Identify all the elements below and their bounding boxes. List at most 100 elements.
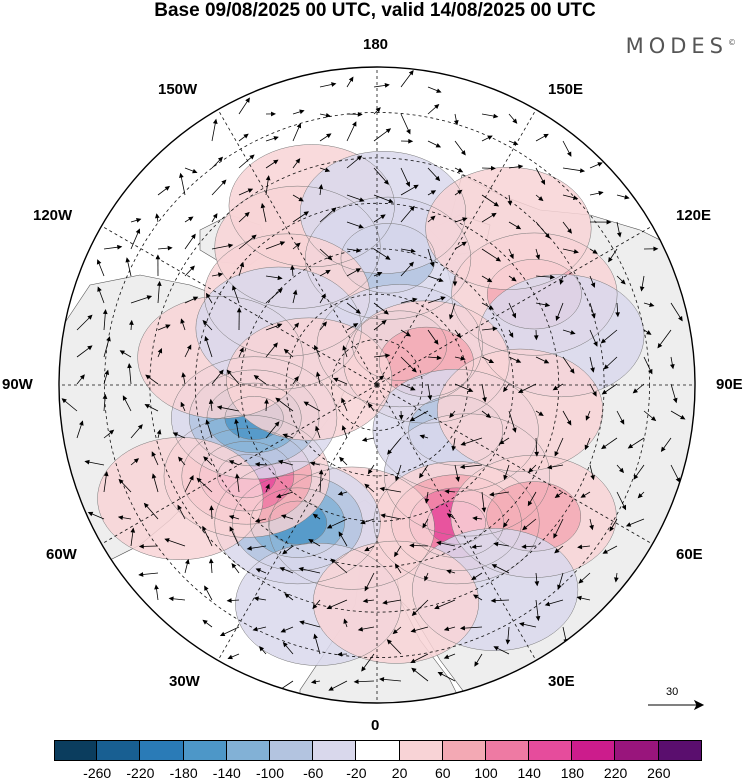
wind-arrow-head xyxy=(511,276,517,282)
anomaly-contour xyxy=(425,166,592,290)
wind-arrow-head xyxy=(202,619,208,625)
wind-arrow-head xyxy=(87,511,94,517)
wind-arrow-head xyxy=(493,113,499,119)
wind-arrow-head xyxy=(408,261,414,267)
anomaly-contour xyxy=(383,413,550,537)
anomaly-contour xyxy=(408,395,504,466)
wind-arrow-head xyxy=(127,363,132,369)
wind-arrow-head xyxy=(408,69,414,76)
wind-arrow-head xyxy=(493,201,500,207)
wind-arrow-head xyxy=(315,425,320,432)
wind-arrow-head xyxy=(593,341,598,347)
wind-arrow-head xyxy=(138,572,144,577)
wind-arrow-head xyxy=(538,411,544,416)
wind-arrow-head xyxy=(392,629,398,635)
lon-label-120e: 120E xyxy=(676,207,712,224)
wind-arrow-head xyxy=(165,324,171,329)
wind-arrow-head xyxy=(117,244,123,250)
wind-arrow-head xyxy=(446,513,453,519)
colorbar-tick-label: 180 xyxy=(560,765,585,781)
wind-arrow-head xyxy=(491,212,497,218)
wind-arrow-head xyxy=(606,219,612,225)
wind-arrow-head xyxy=(254,518,261,523)
wind-arrow-head xyxy=(572,195,579,200)
wind-arrow-head xyxy=(192,296,199,301)
wind-arrow-head xyxy=(102,393,108,399)
wind-arrow-head xyxy=(303,401,309,407)
wind-arrow-head xyxy=(580,493,586,498)
wind-arrow-head xyxy=(649,302,655,307)
anomaly-contour xyxy=(267,500,328,545)
wind-arrow-head xyxy=(471,575,477,581)
wind-arrow-head xyxy=(554,493,561,498)
wind-arrow-head xyxy=(380,214,386,220)
wind-arrow-head xyxy=(435,143,442,148)
colorbar-swatch xyxy=(226,740,270,761)
meridian-line xyxy=(376,384,537,661)
wind-arrow-head xyxy=(410,658,416,664)
anomaly-contour xyxy=(391,474,522,571)
wind-arrow-head xyxy=(283,348,290,354)
anomaly-patch xyxy=(437,349,603,472)
wind-arrow-head xyxy=(503,474,508,481)
wind-arrow-head xyxy=(678,316,683,322)
lon-label-60e: 60E xyxy=(676,546,703,563)
wind-arrow-head xyxy=(471,544,477,550)
wind-arrow-head xyxy=(84,459,90,465)
wind-arrow-head xyxy=(452,281,458,287)
wind-arrow-head xyxy=(318,184,324,190)
wind-arrow-head xyxy=(164,185,171,191)
wind-arrow-head xyxy=(330,558,336,564)
wind-arrow-head xyxy=(485,413,492,419)
meridian-line xyxy=(217,384,378,661)
wind-arrow-head xyxy=(650,416,657,422)
wind-arrow-head xyxy=(380,513,386,519)
wind-arrow-head xyxy=(205,292,211,299)
wind-arrow-head xyxy=(603,364,609,370)
wind-arrow-head xyxy=(234,418,239,424)
wind-arrow-head xyxy=(460,150,466,156)
wind-arrow-head xyxy=(186,344,192,350)
wind-arrow-head xyxy=(382,600,388,605)
wind-arrow-head xyxy=(217,272,224,278)
wind-vectors xyxy=(61,69,686,692)
wind-arrow-head xyxy=(511,312,517,319)
wind-arrow-head xyxy=(519,622,525,627)
wind-arrow-head xyxy=(280,514,287,519)
wind-arrow-head xyxy=(219,631,226,637)
wind-arrow-head xyxy=(247,188,254,193)
wind-arrow-head xyxy=(409,205,415,212)
wind-arrow-head xyxy=(188,216,194,222)
wind-arrow-head xyxy=(229,526,234,532)
wind-arrow-head xyxy=(535,615,541,622)
wind-arrow-head xyxy=(491,564,498,569)
anomaly-contour xyxy=(486,481,582,552)
colorbar-swatch xyxy=(183,740,227,761)
wind-arrow-head xyxy=(406,128,411,135)
colorbar-tick-label: -140 xyxy=(212,765,241,781)
colorbar-swatch xyxy=(529,740,573,761)
wind-arrow-head xyxy=(236,307,242,313)
wind-arrow-head xyxy=(395,475,400,482)
wind-arrow-head xyxy=(549,274,556,280)
wind-arrow-head xyxy=(411,367,417,373)
wind-arrow-head xyxy=(118,478,124,485)
colorbar-swatch xyxy=(658,740,702,761)
wind-arrow-head xyxy=(209,505,214,511)
wind-arrow-head xyxy=(274,421,280,427)
wind-arrow-head xyxy=(117,515,124,521)
wind-arrow-head xyxy=(546,464,553,470)
wind-arrow-head xyxy=(577,544,583,550)
colorbar-tick-label: -100 xyxy=(255,765,285,781)
wind-arrow-head xyxy=(527,500,533,507)
wind-arrow-head xyxy=(419,472,424,479)
wind-arrow-head xyxy=(189,475,194,481)
colorbar-tick-label: -20 xyxy=(346,765,367,781)
colorbar-tick-label: 220 xyxy=(603,765,628,781)
wind-arrow-head xyxy=(359,197,365,202)
wind-arrow-head xyxy=(348,76,354,82)
wind-arrow-head xyxy=(381,319,387,325)
wind-arrow-head xyxy=(567,228,572,234)
wind-arrow-head xyxy=(430,190,437,195)
wind-arrow-head xyxy=(273,159,279,165)
